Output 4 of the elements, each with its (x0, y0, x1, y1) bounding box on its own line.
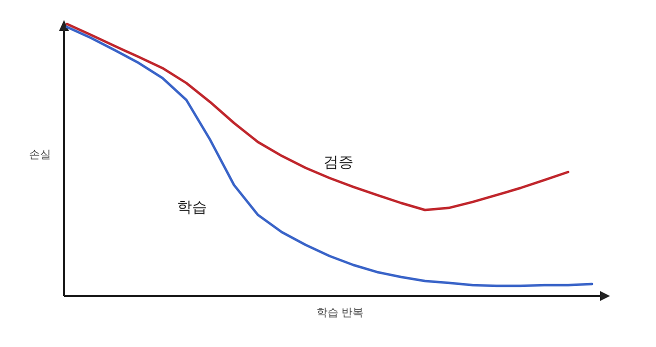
series-label: 검증 (323, 152, 354, 171)
x-axis-title: 학습 반복 (316, 306, 364, 319)
series-label: 학습 (177, 198, 208, 216)
y-axis-title: 손실 (29, 148, 51, 161)
